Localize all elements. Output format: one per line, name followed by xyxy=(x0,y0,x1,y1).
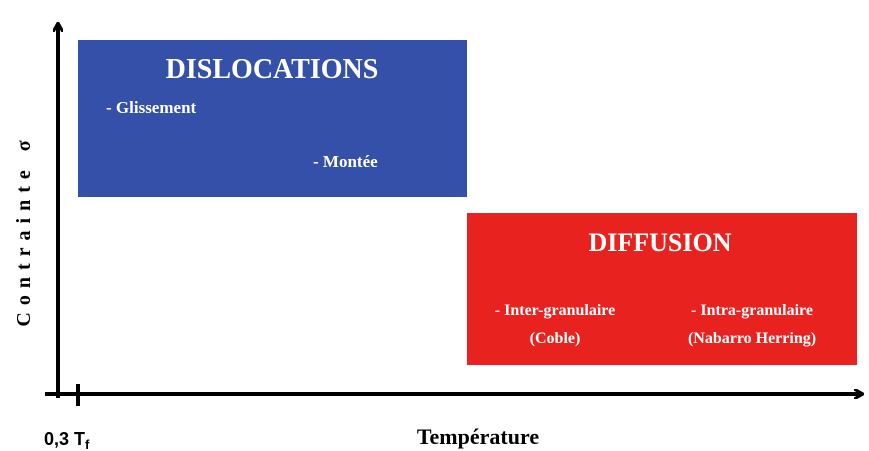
region-title: DIFFUSION xyxy=(588,228,731,257)
region-item: - Glissement xyxy=(106,98,197,117)
diffusion-region xyxy=(467,213,857,365)
dislocations-region xyxy=(78,40,467,197)
region-item: - Intra-granulaire xyxy=(691,302,813,319)
x-axis-label: Température xyxy=(417,424,539,449)
origin-label: 0,3 Tf xyxy=(44,429,90,451)
region-item: - Montée xyxy=(313,152,378,171)
region-title: DISLOCATIONS xyxy=(166,54,379,85)
region-item-note: (Coble) xyxy=(530,330,581,347)
origin-label-main: 0,3 T xyxy=(44,429,85,449)
region-item: - Inter-granulaire xyxy=(495,302,615,319)
region-item-note: (Nabarro Herring) xyxy=(688,330,816,347)
y-axis-label: Contrainte σ xyxy=(13,133,35,326)
origin-label-sub: f xyxy=(85,437,90,451)
